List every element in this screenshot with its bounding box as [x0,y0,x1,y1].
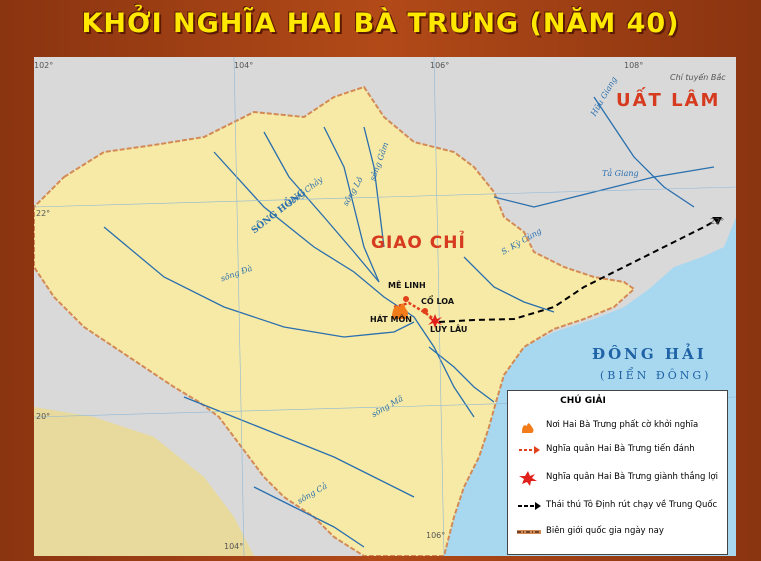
rivers [103,96,715,548]
giao-chi-land [34,85,636,556]
coord-20: 20° [36,412,51,421]
place-me-linh: MÊ LINH [388,281,426,290]
coord-102: 102° [34,61,54,70]
legend-row-arrow: Nghĩa quân Hai Bà Trưng tiến đánh [516,441,726,459]
luy-lau-explosion-icon [428,314,442,328]
western-land [34,407,254,556]
tropic-label: Chí tuyến Bắc [670,73,726,82]
river-ta-giang: Tả Giang [602,169,639,178]
coord-106: 106° [430,61,450,70]
black-dashed-arrow-icon [518,502,541,510]
legend-label-arrow: Nghĩa quân Hai Bà Trưng tiến đánh [546,444,695,454]
retreat-route [438,216,723,323]
place-co-loa: CỔ LOA [421,297,455,306]
legend-panel: CHÚ GIẢI Nơi Hai Bà Trưng phất cờ khởi n… [507,390,728,555]
page-title: KHỞI NGHĨA HAI BÀ TRƯNG (NĂM 40) [81,8,680,39]
legend-label-border: Biên giới quốc gia ngày nay [546,526,664,536]
legend-title: CHÚ GIẢI [560,396,606,406]
legend-label-explosion: Nghĩa quân Hai Bà Trưng giành thắng lợi [546,472,718,482]
coord-104-bottom: 104° [224,542,244,551]
legend-row-retreat: Thái thú Tô Định rút chạy về Trung Quốc [516,497,726,515]
region-uat-lam: UẤT LÂM [616,90,721,111]
retreat-arrowhead [712,217,722,225]
legend-row-explosion: Nghĩa quân Hai Bà Trưng giành thắng lợi [516,469,726,487]
legend-label-fire: Nơi Hai Bà Trưng phất cờ khởi nghĩa [546,420,699,430]
map-graphic [34,57,736,556]
coord-106-bottom: 106° [426,531,446,540]
coord-22-right: 22° [710,217,725,226]
hat-mon-fire-icon [392,303,408,319]
co-loa-marker [422,308,428,314]
explosion-icon [519,471,537,486]
border-line-icon [517,530,541,534]
me-linh-marker [403,296,409,302]
place-luy-lau: LUY LÂU [430,325,468,334]
sea-dong-hai: ĐÔNG HẢI [592,345,707,363]
legend-row-border: Biên giới quốc gia ngày nay [516,523,726,541]
coord-22: 22° [36,209,51,218]
region-giao-chi: GIAO CHỈ [371,233,466,253]
coord-108: 108° [624,61,644,70]
sea-bien-dong: (BIỂN ĐÔNG) [600,369,712,382]
fire-icon [522,423,534,433]
coord-104: 104° [234,61,254,70]
legend-row-fire: Nơi Hai Bà Trưng phất cờ khởi nghĩa [516,417,726,435]
place-hat-mon: HÁT MÔN [370,315,412,324]
legend-label-retreat: Thái thú Tô Định rút chạy về Trung Quốc [546,500,718,510]
map-area: 102° 104° 106° 108° 22° 20° 22° 104° 106… [34,57,736,556]
red-arrow-icon [519,446,540,454]
